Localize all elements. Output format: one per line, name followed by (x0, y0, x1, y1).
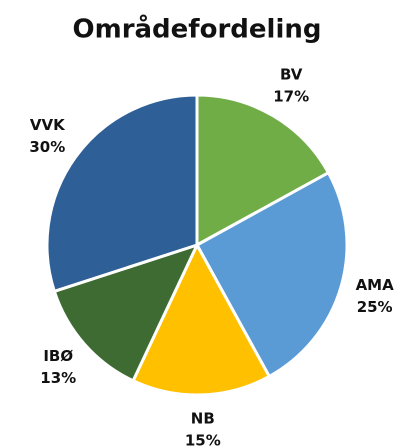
pie-slice (52, 242, 200, 383)
pie-slice (131, 241, 272, 397)
slice-category-label: IBØ (43, 347, 73, 365)
chart-title: Områdefordeling (73, 13, 322, 45)
pie-slice (195, 93, 331, 248)
slice-category-label: VVK (30, 116, 66, 134)
pie-slice (194, 170, 349, 379)
slice-value-label: 15% (185, 431, 221, 447)
slice-value-label: 30% (29, 138, 65, 156)
slice-category-label: BV (280, 65, 303, 83)
slice-category-label: NB (191, 409, 215, 427)
pie-slice (45, 93, 199, 294)
slice-value-label: 17% (273, 87, 309, 105)
slice-value-label: 25% (357, 298, 393, 316)
slice-category-label: AMA (356, 276, 395, 294)
slice-value-label: 13% (40, 369, 76, 387)
